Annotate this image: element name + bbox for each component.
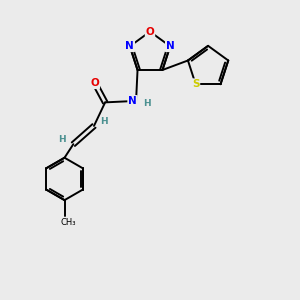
Text: CH₃: CH₃ <box>60 218 76 227</box>
Text: H: H <box>100 117 108 126</box>
Text: S: S <box>192 79 200 89</box>
Text: N: N <box>166 41 175 51</box>
Text: N: N <box>128 96 137 106</box>
Text: O: O <box>146 27 154 37</box>
Text: N: N <box>125 41 134 51</box>
Text: O: O <box>91 78 99 88</box>
Text: H: H <box>143 99 151 108</box>
Text: H: H <box>58 135 66 144</box>
